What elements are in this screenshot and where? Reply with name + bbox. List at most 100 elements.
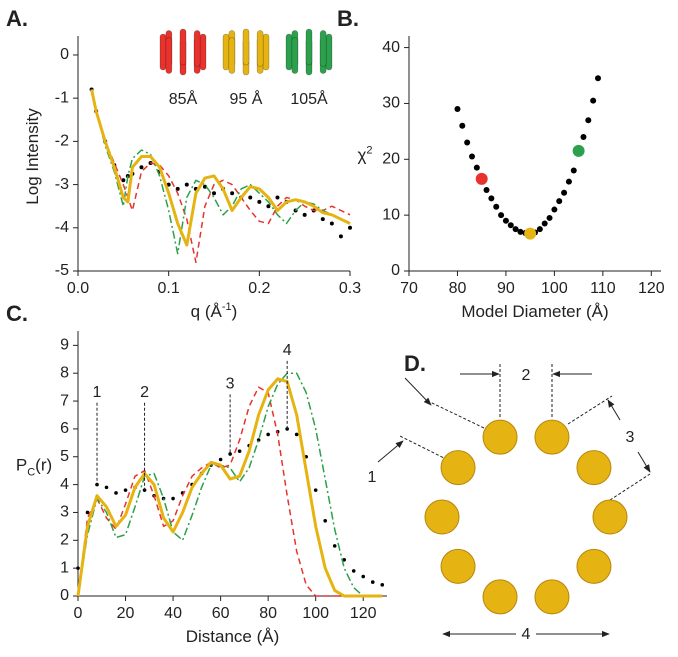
panel-label: D.	[404, 351, 426, 376]
data-point	[380, 583, 385, 587]
data-point	[502, 217, 509, 224]
model-curve	[77, 372, 383, 597]
data-point	[590, 97, 597, 104]
x-tick-label: 100	[302, 605, 329, 622]
x-tick-label: 0.2	[248, 280, 270, 297]
inset-cylinder	[193, 30, 201, 67]
subunit	[576, 548, 612, 584]
inset-label: 85Å	[169, 89, 198, 108]
y-tick-label: 0	[391, 262, 400, 279]
x-tick-label: 20	[117, 605, 135, 622]
subunit	[440, 548, 476, 584]
data-point	[524, 227, 537, 240]
annotation: 2	[140, 384, 149, 401]
subunit	[534, 419, 570, 455]
data-point	[454, 106, 461, 113]
x-tick-label: 80	[449, 280, 467, 297]
arrow	[607, 399, 621, 421]
data-point	[517, 228, 524, 235]
data-point	[184, 182, 189, 187]
y-tick-label: -3	[55, 176, 69, 193]
data-point	[469, 153, 475, 160]
inset-cylinder	[325, 33, 333, 71]
y-tick-label: 6	[60, 420, 69, 437]
data-point	[546, 214, 553, 221]
data-point	[123, 488, 128, 492]
inset-label: 105Å	[290, 89, 328, 108]
axis-label-part: q (Å	[191, 302, 223, 321]
annotation: 3	[226, 376, 235, 393]
data-point	[572, 144, 585, 157]
data-point	[202, 184, 207, 189]
data-point	[570, 167, 577, 174]
data-point	[320, 217, 325, 222]
axis-label: Distance (Å)	[186, 627, 280, 646]
axis-label: q (Å-1)	[191, 301, 238, 322]
dimension-label: 2	[522, 367, 531, 384]
data-point	[166, 182, 171, 187]
data-point	[323, 519, 328, 523]
ring-diagram: D. 2 1 3 4	[368, 351, 651, 643]
dimension-label: 3	[626, 429, 635, 446]
y-tick-label: 30	[382, 95, 400, 112]
data-point	[595, 75, 601, 82]
data-point	[370, 580, 375, 584]
axis-label-part: Model Diameter (Å)	[461, 302, 608, 321]
dimension-label: 4	[522, 626, 531, 643]
axis-label-part: P	[16, 456, 27, 475]
inset-cylinder	[291, 37, 299, 74]
data-point	[556, 198, 563, 205]
x-tick-label: 0.0	[67, 280, 89, 297]
annotation: 4	[283, 342, 292, 359]
inset-cylinder	[256, 30, 264, 67]
x-tick-label: 40	[164, 605, 182, 622]
y-tick-label: -4	[55, 219, 69, 236]
inset-cylinder	[305, 28, 313, 66]
data-point	[228, 452, 232, 456]
arrow	[404, 377, 432, 406]
y-tick-label: 0	[60, 46, 69, 63]
data-point	[104, 485, 109, 490]
x-tick-label: 60	[212, 605, 230, 622]
y-tick-label: 5	[60, 448, 69, 465]
panel-label: B.	[337, 6, 359, 31]
subunit	[592, 499, 628, 535]
data-point	[230, 191, 235, 196]
inset-cylinder	[262, 33, 270, 71]
axis-label: Log Intensity	[23, 108, 42, 205]
y-tick-label: 2	[60, 532, 69, 549]
subunit	[482, 579, 518, 615]
inset-cylinder	[222, 33, 230, 71]
data-point	[218, 457, 223, 462]
axis-label-part: (r)	[35, 456, 52, 475]
data-point	[114, 491, 118, 495]
inset-label: 95 Å	[230, 89, 263, 108]
data-point	[257, 199, 262, 204]
data-point	[551, 206, 558, 213]
annotation: 1	[93, 384, 102, 401]
data-point	[175, 186, 180, 191]
data-point	[459, 122, 466, 129]
subunit	[482, 419, 518, 455]
data-point	[493, 203, 500, 210]
inset-cylinder	[319, 30, 327, 67]
y-tick-label: 40	[382, 39, 400, 56]
axis-label-part: Distance (Å)	[186, 627, 280, 646]
data-point	[95, 482, 99, 487]
inset-cylinder	[159, 33, 167, 71]
x-tick-label: 120	[350, 605, 377, 622]
y-tick-label: -2	[55, 133, 69, 150]
axis-label: χ2	[357, 144, 372, 165]
data-point	[342, 557, 347, 562]
data-point	[121, 178, 126, 183]
extension-line	[429, 401, 485, 429]
inset-cylinder	[199, 33, 207, 71]
data-point	[565, 178, 572, 185]
data-point	[536, 226, 543, 233]
data-point	[512, 226, 519, 233]
data-point	[541, 220, 548, 227]
inset-cylinder	[242, 28, 250, 66]
model-curve	[77, 386, 383, 597]
x-tick-label: 90	[497, 280, 515, 297]
